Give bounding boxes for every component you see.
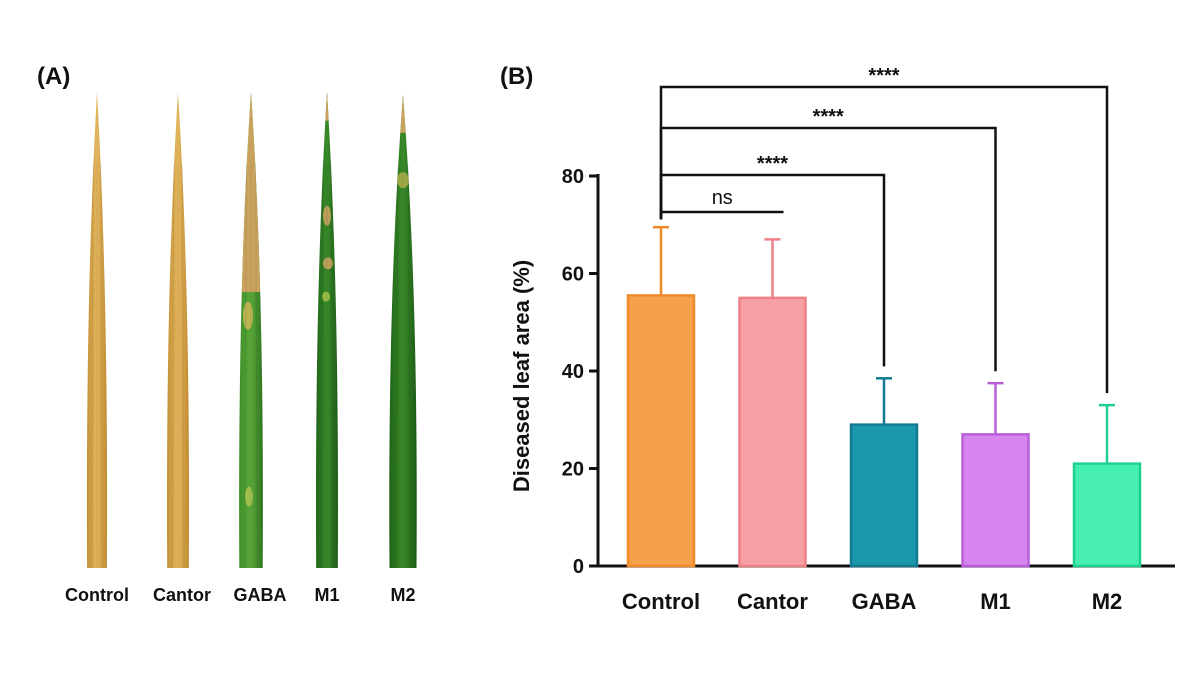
y-tick-label: 40	[562, 361, 584, 383]
x-tick-label-m2: M2	[1092, 589, 1123, 614]
leaf-label-cantor: Cantor	[153, 585, 211, 605]
bar-cantor	[738, 296, 807, 568]
leaf-label-m2: M2	[390, 585, 416, 605]
panel-a-label: (A)	[37, 63, 71, 90]
y-axis-label: Diseased leaf area (%)	[509, 260, 534, 492]
bar-control	[626, 294, 696, 568]
significance-bracket-m1	[659, 126, 997, 372]
x-tick-label-gaba: GABA	[852, 589, 917, 614]
y-tick-label: 60	[562, 264, 584, 286]
significance-label-gaba: ****	[757, 153, 788, 175]
y-tick-label: 20	[562, 459, 584, 481]
leaf-cantor	[167, 92, 189, 569]
bar-gaba	[849, 423, 919, 568]
bar-m1	[961, 433, 1030, 568]
x-tick-label-control: Control	[622, 589, 700, 614]
significance-label-m1: ****	[813, 106, 844, 128]
leaf-control	[86, 92, 108, 569]
leaf-m1	[316, 92, 338, 569]
y-tick-label: 80	[562, 166, 584, 188]
y-tick-label: 0	[573, 556, 584, 578]
significance-label-cantor: ns	[712, 187, 733, 209]
leaf-label-control: Control	[65, 585, 129, 605]
x-tick-label-m1: M1	[980, 589, 1011, 614]
significance-label-m2: ****	[868, 65, 899, 87]
leaf-photo-panel	[86, 92, 417, 569]
panel-b-label: (B)	[500, 63, 534, 90]
significance-bracket-cantor	[659, 210, 784, 220]
significance-bracket-m2	[659, 85, 1109, 394]
leaf-label-m1: M1	[314, 585, 340, 605]
leaf-label-gaba: GABA	[233, 585, 287, 605]
bar-m2	[1072, 462, 1142, 568]
x-tick-label-cantor: Cantor	[737, 589, 808, 614]
